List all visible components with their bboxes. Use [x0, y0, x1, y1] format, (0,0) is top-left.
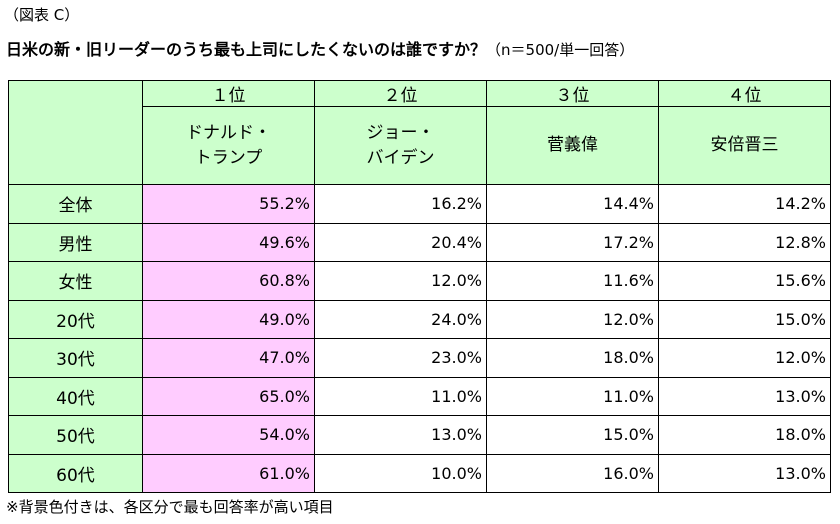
rank-header: ４位 — [658, 80, 831, 107]
figure-label: （図表 C） — [4, 6, 80, 24]
table-body: 全体 55.2% 16.2% 14.4% 14.2% 男性 49.6% 20.4% 17.2% 1… — [8, 184, 831, 493]
rank-header-row: １位 ２位 ３位 ４位 — [8, 80, 831, 185]
leader-name-line1: ジョー・ — [366, 122, 435, 143]
value-cell: 65.0% — [142, 376, 315, 416]
leader-name-header: 菅義偉 — [486, 106, 659, 185]
row-label: 全体 — [8, 184, 143, 224]
survey-table: １位 ２位 ３位 ４位 ドナルド・ トランプ ジョー・ バイデン 菅義偉 安倍晋… — [8, 80, 831, 493]
table-row: 60代 61.0% 10.0% 16.0% 13.0% — [8, 453, 831, 493]
rank-header: ３位 — [486, 80, 659, 107]
value-cell: 15.6% — [658, 261, 831, 301]
row-label: 60代 — [8, 453, 143, 493]
value-cell: 55.2% — [142, 184, 315, 224]
value-cell: 12.8% — [658, 222, 831, 262]
value-cell: 23.0% — [314, 338, 487, 378]
value-cell: 49.6% — [142, 222, 315, 262]
value-cell: 14.4% — [486, 184, 659, 224]
row-label: 男性 — [8, 222, 143, 262]
row-label: 20代 — [8, 299, 143, 339]
corner-cell — [8, 80, 143, 185]
rank-header: １位 — [142, 80, 315, 107]
value-cell: 18.0% — [658, 415, 831, 455]
table-row: 20代 49.0% 24.0% 12.0% 15.0% — [8, 299, 831, 339]
value-cell: 12.0% — [314, 261, 487, 301]
value-cell: 14.2% — [658, 184, 831, 224]
title-text: 日米の新・旧リーダーのうち最も上司にしたくないのは誰ですか？ — [6, 40, 487, 59]
leader-name-line2: トランプ — [194, 147, 263, 168]
value-cell: 12.0% — [486, 299, 659, 339]
value-cell: 16.0% — [486, 453, 659, 493]
row-label: 50代 — [8, 415, 143, 455]
value-cell: 13.0% — [658, 453, 831, 493]
table-row: 女性 60.8% 12.0% 11.6% 15.6% — [8, 261, 831, 301]
value-cell: 13.0% — [314, 415, 487, 455]
value-cell: 12.0% — [658, 338, 831, 378]
value-cell: 11.6% — [486, 261, 659, 301]
value-cell: 11.0% — [314, 376, 487, 416]
value-cell: 10.0% — [314, 453, 487, 493]
leader-name-line1: ドナルド・ — [186, 122, 271, 143]
value-cell: 11.0% — [486, 376, 659, 416]
leader-name-line2: バイデン — [366, 147, 435, 168]
table-row: 50代 54.0% 13.0% 15.0% 18.0% — [8, 415, 831, 455]
page-title: 日米の新・旧リーダーのうち最も上司にしたくないのは誰ですか？（n＝500/単一回… — [6, 36, 634, 60]
leader-name-header: ドナルド・ トランプ — [142, 106, 315, 185]
value-cell: 54.0% — [142, 415, 315, 455]
rank-header: ２位 — [314, 80, 487, 107]
leader-name-header: ジョー・ バイデン — [314, 106, 487, 185]
footnote: ※背景色付きは、各区分で最も回答率が高い項目 — [6, 498, 334, 516]
title-note: （n＝500/単一回答） — [486, 41, 635, 59]
table-row: 男性 49.6% 20.4% 17.2% 12.8% — [8, 222, 831, 262]
leader-name-line1: 菅義偉 — [547, 135, 598, 155]
value-cell: 18.0% — [486, 338, 659, 378]
table-row: 全体 55.2% 16.2% 14.4% 14.2% — [8, 184, 831, 224]
table-row: 30代 47.0% 23.0% 18.0% 12.0% — [8, 338, 831, 378]
value-cell: 13.0% — [658, 376, 831, 416]
row-label: 40代 — [8, 376, 143, 416]
value-cell: 20.4% — [314, 222, 487, 262]
leader-name-header: 安倍晋三 — [658, 106, 831, 185]
table-row: 40代 65.0% 11.0% 11.0% 13.0% — [8, 376, 831, 416]
value-cell: 49.0% — [142, 299, 315, 339]
value-cell: 15.0% — [658, 299, 831, 339]
row-label: 30代 — [8, 338, 143, 378]
value-cell: 60.8% — [142, 261, 315, 301]
value-cell: 15.0% — [486, 415, 659, 455]
row-label: 女性 — [8, 261, 143, 301]
value-cell: 17.2% — [486, 222, 659, 262]
name-header-row: ドナルド・ トランプ ジョー・ バイデン 菅義偉 安倍晋三 — [9, 106, 831, 185]
value-cell: 47.0% — [142, 338, 315, 378]
value-cell: 61.0% — [142, 453, 315, 493]
value-cell: 24.0% — [314, 299, 487, 339]
leader-name-line1: 安倍晋三 — [710, 135, 779, 155]
value-cell: 16.2% — [314, 184, 487, 224]
